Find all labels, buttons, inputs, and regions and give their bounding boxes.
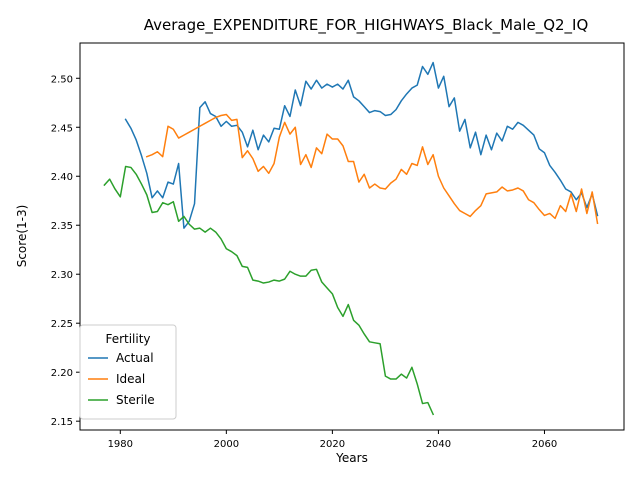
legend-label-actual: Actual (116, 351, 154, 365)
y-tick-label: 2.15 (51, 417, 73, 428)
x-axis-ticks: 1980 2000 2020 2040 2060 (108, 430, 557, 450)
y-tick-label: 2.35 (51, 221, 73, 232)
chart-title: Average_EXPENDITURE_FOR_HIGHWAYS_Black_M… (144, 16, 589, 35)
x-tick-label: 2020 (320, 439, 345, 450)
y-tick-label: 2.25 (51, 319, 73, 330)
x-tick-label: 2060 (532, 439, 557, 450)
series-line-sterile (103, 165, 435, 416)
y-tick-label: 2.50 (51, 74, 73, 85)
y-tick-label: 2.40 (51, 172, 73, 183)
y-tick-label: 2.30 (51, 270, 73, 281)
legend-label-ideal: Ideal (116, 372, 145, 386)
legend-box (79, 324, 177, 420)
x-tick-label: 1980 (108, 439, 133, 450)
y-tick-label: 2.45 (51, 123, 73, 134)
legend-entries: Actual Ideal Sterile (88, 351, 155, 407)
series-line-actual (124, 61, 599, 229)
y-axis-label: Score(1-3) (15, 205, 29, 268)
series-lines (103, 61, 599, 416)
y-axis-ticks: 2.15 2.20 2.25 2.30 2.35 2.40 2.45 2.50 (51, 74, 80, 428)
legend-label-sterile: Sterile (116, 393, 155, 407)
legend-title: Fertility (105, 332, 150, 346)
plot-frame (79, 42, 625, 431)
series-line-ideal (145, 113, 599, 225)
x-tick-label: 2040 (426, 439, 451, 450)
x-tick-label: 2000 (214, 439, 239, 450)
legend: Fertility Actual Ideal Sterile (79, 324, 177, 420)
x-axis-label: Years (335, 451, 368, 465)
y-tick-label: 2.20 (51, 368, 73, 379)
